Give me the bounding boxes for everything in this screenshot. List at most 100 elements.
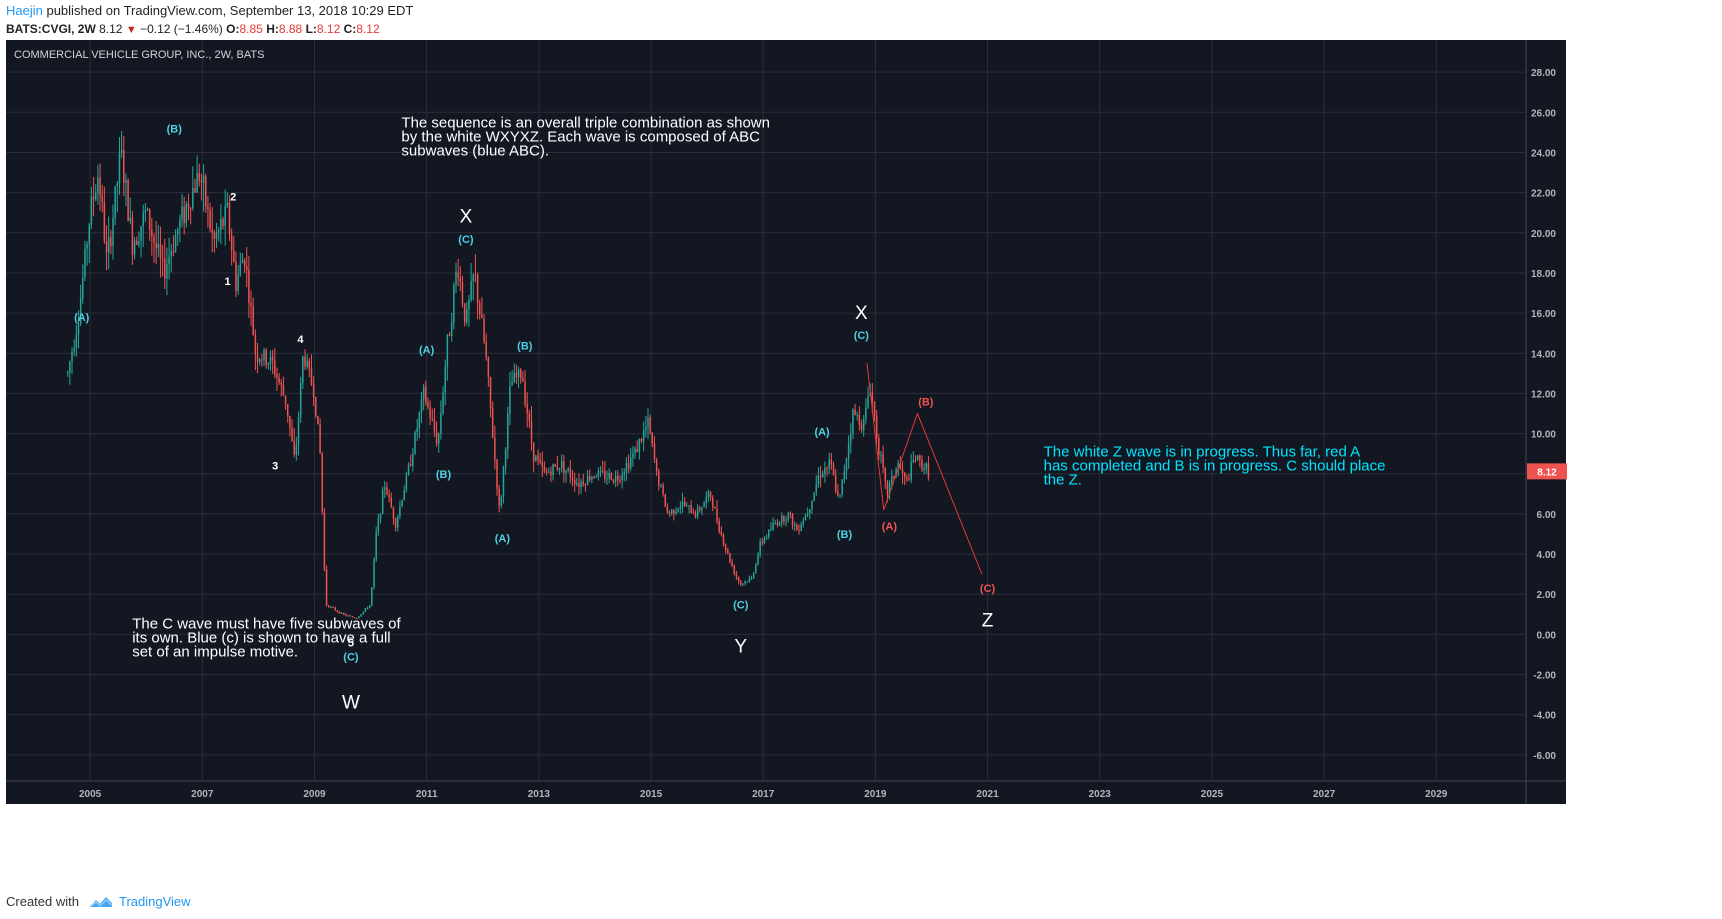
candle-body [850,433,852,444]
candle-body [481,314,483,319]
x-tick-label: 2005 [79,789,102,800]
candle-body [472,274,475,281]
candle-body [157,243,160,249]
candle-body [340,612,343,614]
open-value: 8.85 [239,22,263,36]
candle-body [539,459,541,462]
candle-body [759,541,761,555]
candle-body [155,242,157,249]
candle-body [632,453,634,458]
x-tick-label: 2011 [416,789,438,800]
candle-body [86,244,88,249]
tradingview-brand[interactable]: TradingView [118,894,191,909]
candle-body [791,513,794,526]
x-tick-label: 2029 [1425,789,1448,800]
candle-body [513,372,515,383]
candle-body [183,206,185,224]
candle-body [431,418,434,420]
candle-body [895,468,897,478]
candle-body [867,396,869,408]
annotation-line: has completed and B is in progress. C sh… [1044,458,1386,475]
candle-body [888,483,891,495]
candle-body [744,581,746,584]
candles [66,130,930,620]
candle-body [146,208,149,210]
annotation-text: The white Z wave is in progress. Thus fa… [1044,444,1386,489]
candle-body [703,502,705,508]
candle-body [248,269,250,304]
y-tick-label: 20.00 [1531,229,1556,240]
candle-body [847,443,850,459]
candle-body [416,428,418,433]
candle-body [192,188,194,209]
wave-label: 2 [230,192,236,204]
y-tick-label: -4.00 [1533,711,1556,722]
last-price: 8.12 [99,22,123,36]
wave-label: (B) [517,340,533,352]
candle-body [789,512,792,514]
candle-body [412,453,414,466]
candle-body [105,241,108,253]
x-tick-label: 2027 [1313,789,1336,800]
candle-body [129,217,132,221]
candle-body [500,496,503,506]
candle-body [151,229,153,237]
candle-body [107,237,110,253]
candle-body [798,530,800,532]
wave-label: X [460,207,473,228]
candle-body [282,384,285,396]
annotation-text: The sequence is an overall triple combin… [401,114,770,159]
candle-body [683,501,686,507]
candle-body [176,228,179,235]
candle-body [487,357,490,378]
candle-body [504,449,507,468]
wave-label: (A) [814,427,830,439]
candle-body [327,605,330,608]
candle-body [783,516,785,522]
candle-body [910,462,912,480]
candle-body [243,260,246,267]
candle-body [612,479,615,483]
candle-body [921,459,923,471]
candle-body [461,282,464,304]
candle-body [640,438,643,441]
candle-body [629,457,632,469]
candle-body [101,195,103,203]
author-link[interactable]: Haejin [6,3,43,18]
candle-body [256,354,259,362]
candle-body [334,607,336,611]
candle-body [84,248,86,278]
low-label: L: [305,22,317,36]
candle-body [774,523,777,525]
x-tick-label: 2013 [528,789,551,800]
wave-label: (C) [458,234,474,246]
candle-body [709,491,712,498]
price-chart[interactable]: 28.0026.0024.0022.0020.0018.0016.0014.00… [0,0,1722,890]
candle-body [153,236,155,243]
candle-body [181,206,183,220]
candle-body [271,356,274,360]
candle-body [422,386,425,400]
candle-body [897,463,899,469]
chart-background [6,40,1566,804]
candle-body [599,470,602,472]
last-price-badge [1527,463,1567,480]
candle-body [263,349,265,361]
candle-body [397,516,399,528]
footer: Created with TradingView [6,894,191,909]
candle-body [388,494,390,498]
candle-body [595,476,597,478]
candle-body [123,149,125,184]
candle-body [865,407,867,420]
wave-label: X [855,303,868,324]
candle-body [567,468,569,470]
candle-body [71,352,73,362]
candle-body [79,298,82,324]
candle-body [906,477,908,479]
candle-body [99,177,101,196]
candle-body [299,383,302,418]
candle-body [498,488,500,506]
candle-body [742,583,744,585]
candle-body [110,237,112,247]
annotation-line: by the white WXYXZ. Each wave is compose… [401,128,760,145]
